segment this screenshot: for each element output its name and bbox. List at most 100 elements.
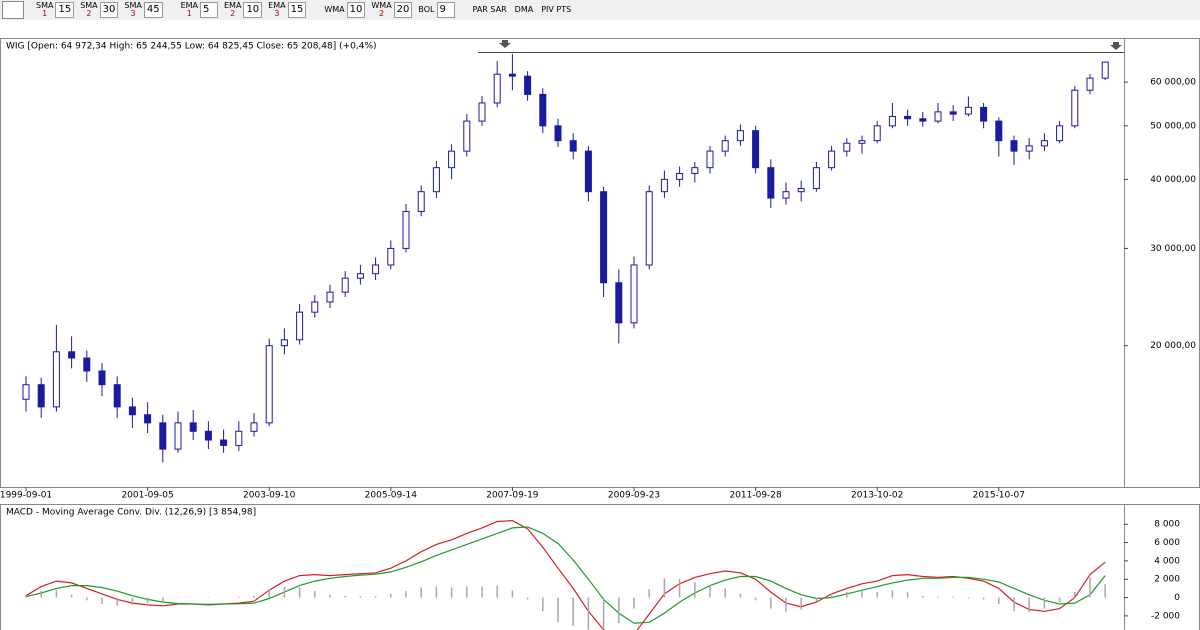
histogram-bar — [663, 578, 666, 598]
candle-body — [387, 247, 395, 266]
candle-body — [1071, 89, 1079, 127]
histogram-bar — [770, 597, 772, 609]
tool-value[interactable]: 9 — [436, 2, 455, 18]
histogram-bar — [344, 595, 346, 598]
candle-body — [341, 277, 349, 293]
histogram-bar — [709, 585, 711, 598]
tool-label-box: BOL — [418, 6, 434, 14]
tool-label-box: SMA 1 — [36, 2, 53, 18]
histogram-bar — [374, 596, 377, 598]
candle-body — [919, 118, 927, 122]
candle-body — [736, 130, 744, 142]
tool-label: SMA — [36, 1, 54, 10]
histogram-bar — [830, 593, 833, 598]
histogram-bar — [481, 586, 483, 598]
tool-value[interactable]: 15 — [55, 2, 75, 18]
tool-value[interactable]: 5 — [200, 2, 218, 18]
histogram-bar — [815, 597, 818, 602]
tool[interactable]: EMA 1 5 — [181, 2, 218, 18]
histogram-bar — [116, 597, 118, 606]
histogram-bar — [101, 597, 103, 604]
tool-sub: 3 — [130, 9, 136, 18]
candle-body — [144, 414, 152, 424]
tool-value[interactable]: 15 — [287, 2, 307, 18]
histogram-bar — [238, 596, 240, 598]
tool[interactable]: SMA 3 45 — [124, 2, 163, 18]
tool[interactable]: WMA 2 20 — [371, 2, 413, 18]
candle-body — [554, 125, 562, 142]
histogram-bar — [1043, 597, 1046, 609]
candle-body — [311, 301, 319, 313]
candle-body — [265, 345, 273, 424]
tool[interactable]: DMA — [515, 6, 536, 14]
candle-body — [417, 191, 425, 212]
histogram-bar — [298, 587, 301, 598]
candle-body — [508, 73, 516, 77]
tool-value[interactable]: 45 — [143, 2, 163, 18]
candle-body — [235, 430, 243, 446]
candle-body — [296, 311, 304, 341]
histogram-bar — [496, 585, 498, 598]
candle-body — [98, 370, 106, 386]
tool[interactable]: WMA 10 — [324, 2, 366, 18]
tool-label: BOL — [418, 5, 435, 14]
candle-body — [782, 191, 790, 199]
icon[interactable] — [2, 1, 24, 19]
histogram-bar — [754, 597, 757, 601]
tool[interactable]: PAR SAR — [473, 6, 509, 14]
histogram-bar — [1074, 592, 1076, 598]
histogram-bar — [785, 597, 787, 613]
tool[interactable]: BOL 9 — [418, 2, 455, 18]
histogram-bar — [86, 597, 88, 601]
chart-title: MACD - Moving Average Conv. Div. (12,26,… — [6, 508, 256, 518]
candle-body — [706, 150, 714, 169]
tool[interactable]: SMA 1 15 — [36, 2, 75, 18]
histogram-bar — [40, 591, 42, 598]
histogram-bar — [268, 589, 270, 598]
histogram-bar — [678, 579, 681, 598]
candle-body — [539, 93, 547, 127]
candle-body — [280, 339, 288, 347]
tool[interactable]: PIV PTS — [541, 6, 573, 14]
candle-body — [37, 384, 45, 408]
x-tick-label: 1999-09-01 — [0, 491, 52, 501]
candle-body — [250, 422, 258, 432]
candle-body — [463, 120, 471, 152]
tool-sub: 1 — [186, 9, 192, 18]
histogram-bar — [952, 596, 954, 598]
candle-body — [432, 167, 440, 193]
tool-value[interactable]: 20 — [393, 2, 413, 18]
histogram-bar — [982, 597, 985, 600]
histogram-bar — [420, 587, 422, 598]
histogram-bar — [557, 597, 559, 623]
histogram-bar — [450, 587, 453, 598]
histogram-bar — [967, 597, 970, 599]
candle-body — [995, 120, 1003, 142]
histogram-bar — [283, 586, 286, 598]
y-tick-label: 6 000 — [1154, 538, 1180, 548]
tool-label-box: WMA 2 — [371, 2, 391, 18]
tool[interactable]: EMA 2 10 — [224, 2, 263, 18]
histogram-bar — [146, 597, 149, 604]
y-tick-label: 2 000 — [1154, 575, 1180, 585]
tool-value[interactable]: 10 — [243, 2, 263, 18]
candle-body — [68, 351, 76, 359]
y-tick-label: 40 000,00 — [1150, 175, 1196, 185]
candle-body — [645, 191, 653, 266]
tool-value[interactable]: 10 — [346, 2, 366, 18]
tool[interactable]: SMA 2 30 — [80, 2, 119, 18]
histogram-bar — [1058, 597, 1061, 603]
tool-value[interactable]: 30 — [99, 2, 119, 18]
y-tick-label: 20 000,00 — [1150, 341, 1196, 351]
histogram-bar — [162, 597, 164, 602]
x-tick-label: 2003-09-10 — [243, 491, 296, 501]
tool-label-box: SMA 3 — [124, 2, 141, 18]
candle-body — [402, 210, 410, 249]
tool[interactable]: EMA 3 15 — [268, 2, 307, 18]
tool-label: WMA — [371, 1, 392, 10]
candle-body — [356, 273, 364, 279]
histogram-bar — [800, 597, 802, 610]
histogram-bar — [25, 596, 27, 598]
tool-sub: 2 — [230, 9, 236, 18]
